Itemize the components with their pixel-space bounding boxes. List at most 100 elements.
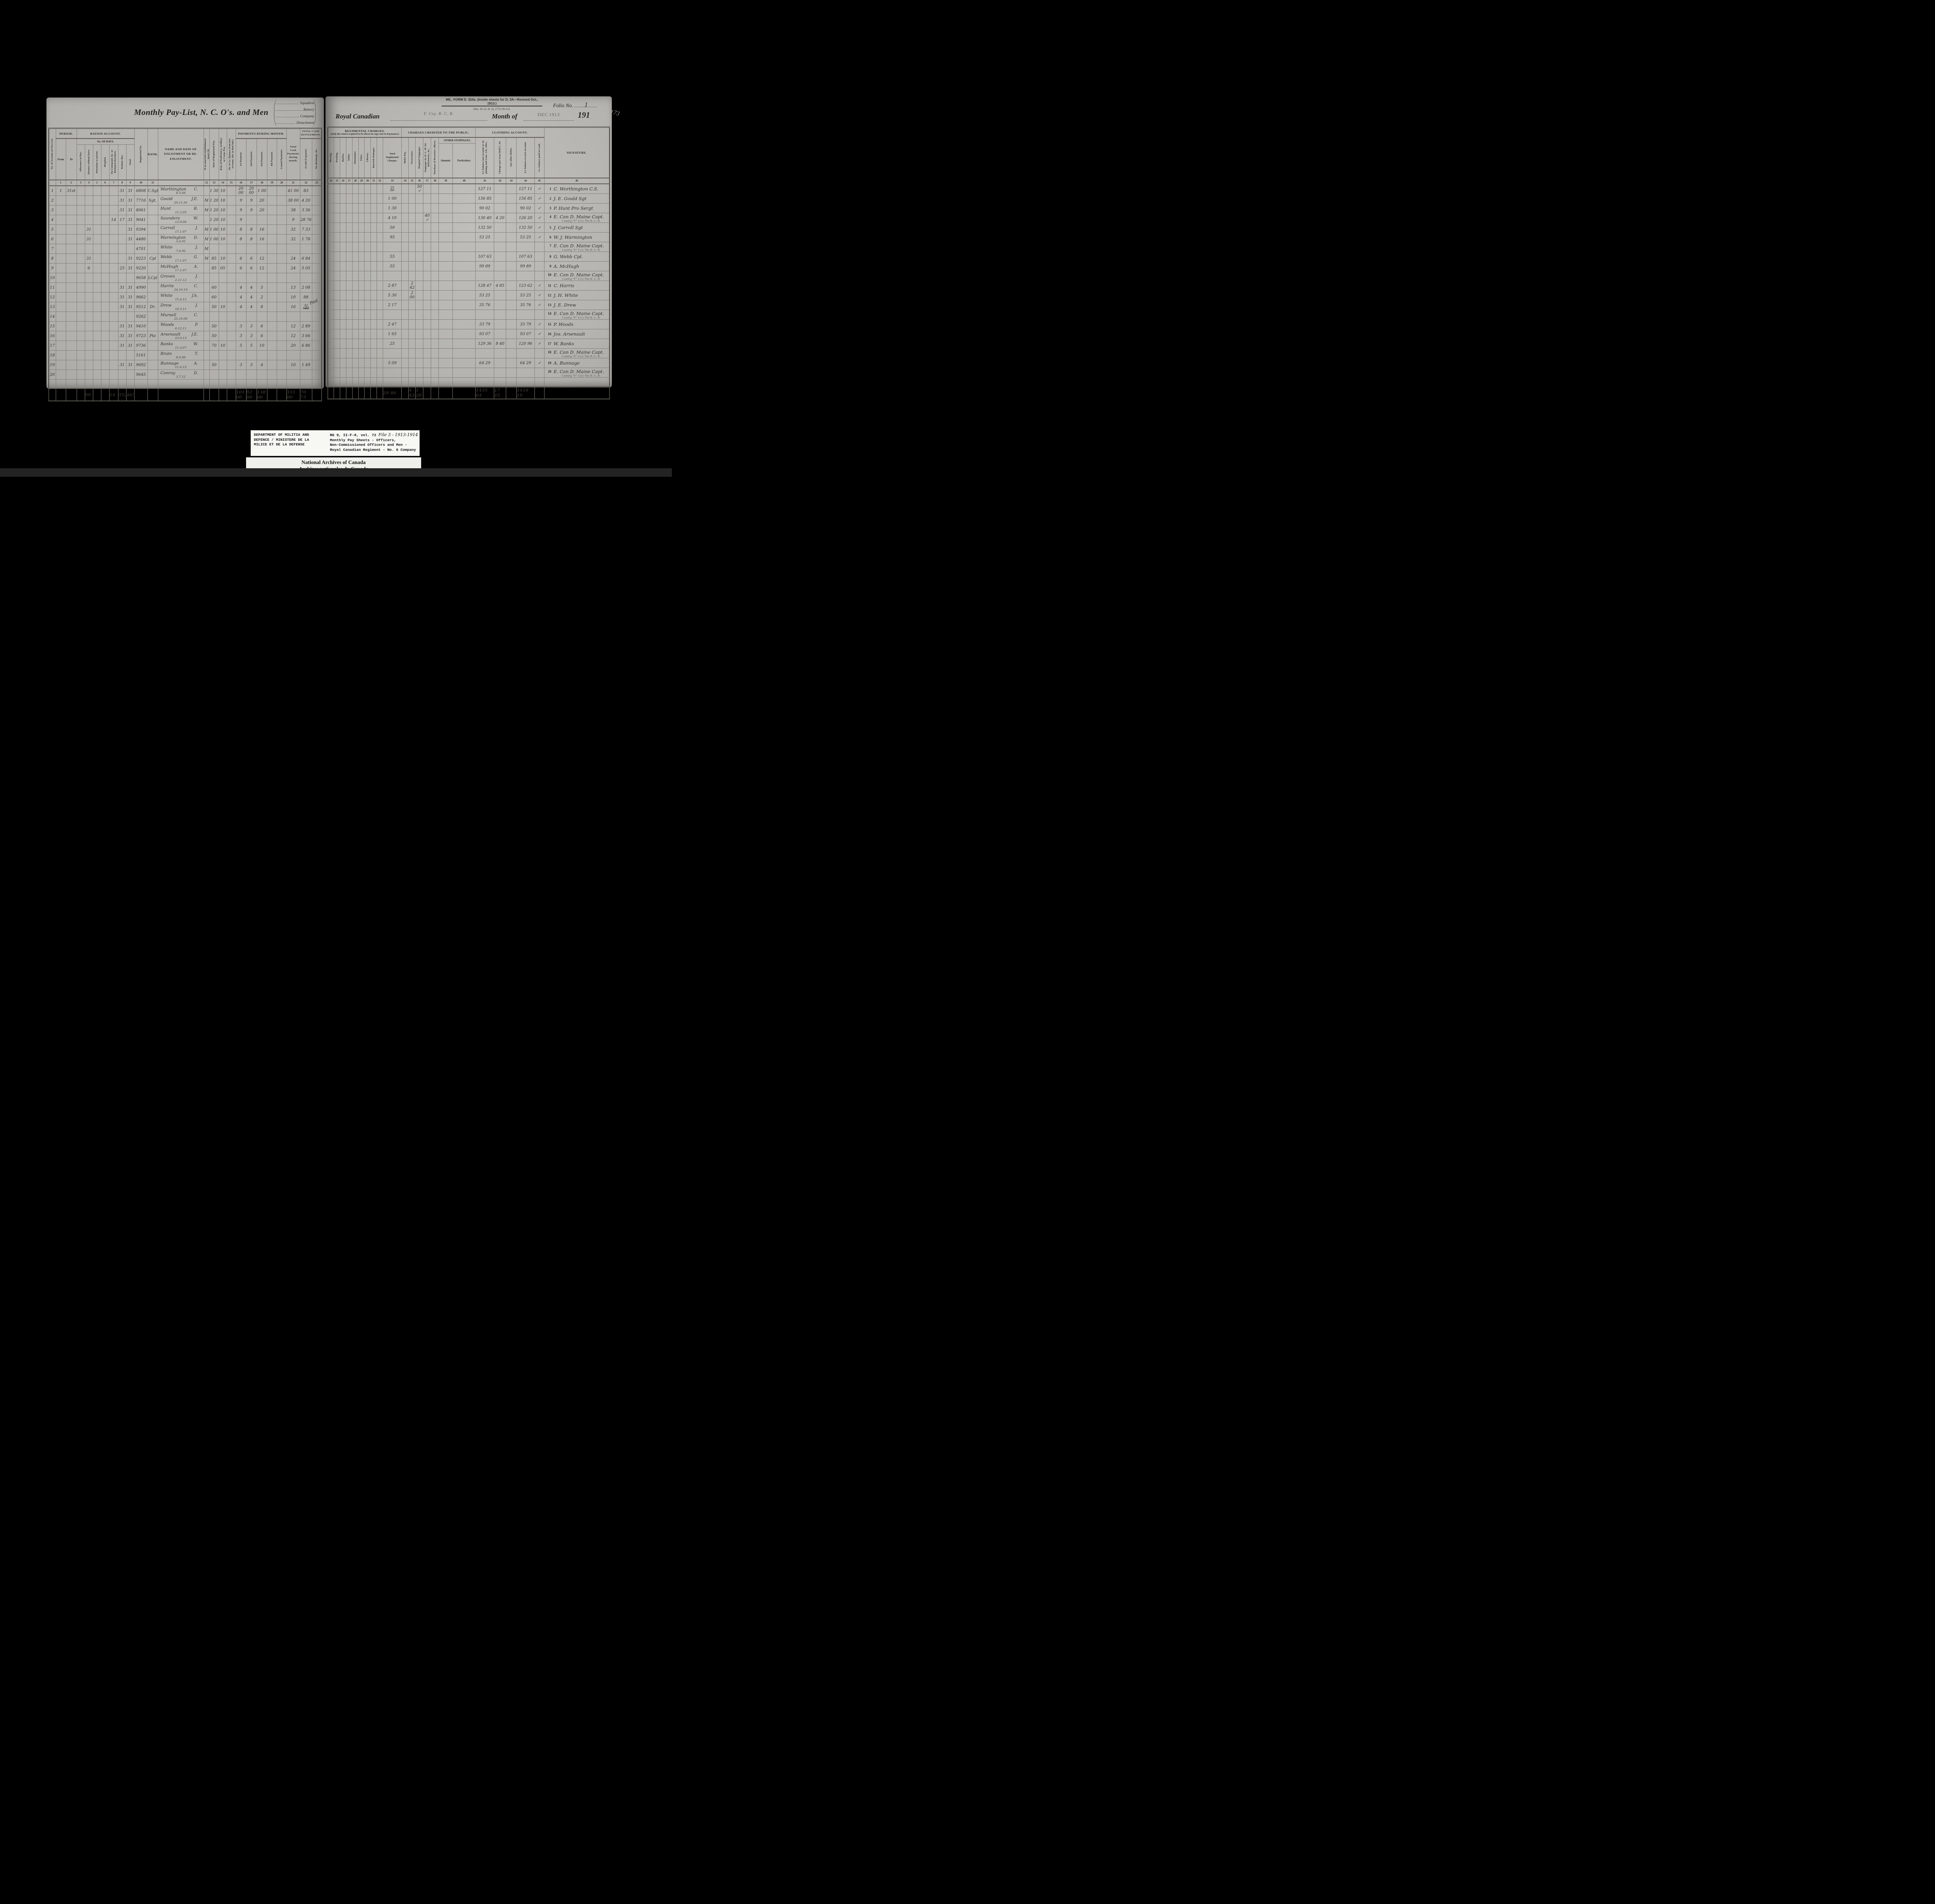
cell-necess: 4 42	[408, 386, 416, 399]
cell-debits	[506, 193, 517, 204]
cell-amount	[438, 377, 453, 387]
cell-m	[203, 185, 210, 196]
cell-name: McHugh A. 17.1.07	[158, 263, 204, 273]
cell-fines	[358, 358, 365, 368]
cell-c32	[377, 213, 383, 223]
cell-barber	[340, 281, 346, 291]
cell-hospst	[415, 223, 424, 233]
cell-cmd	[109, 341, 118, 351]
cell-name: Bunnage A. 11.6.13	[158, 360, 204, 370]
cell-tot21	[286, 312, 300, 322]
cell-necess	[408, 319, 416, 329]
cell-hospst: 1 20	[415, 386, 424, 399]
cell-barber	[340, 232, 346, 242]
col-head-absence: Absence without leave.	[84, 144, 93, 180]
cell-from	[55, 331, 66, 341]
cell-cas	[276, 331, 287, 341]
cell-paidcash	[534, 271, 545, 281]
cell-p1: 6	[235, 263, 247, 273]
cell-shoe	[352, 242, 359, 252]
cell-p2	[246, 379, 257, 389]
col-head-necessaries: Necessaries.	[408, 137, 416, 178]
cell-purch	[431, 290, 439, 300]
cell-from	[55, 195, 66, 205]
cell-amount	[438, 261, 453, 271]
cell-allow	[76, 224, 85, 235]
cell-sig: 16 Jos. Arsenault	[544, 329, 610, 339]
cell-cas	[276, 283, 287, 293]
cell-sig: 1 C. Worthington C.S.	[544, 183, 610, 194]
cell-rank	[147, 244, 158, 254]
cell-reg: 9692	[134, 360, 148, 370]
cell-shoe	[352, 310, 359, 320]
cell-n: 15	[48, 321, 56, 331]
reference-line: Monthly Pay Sheets - Officers,	[330, 438, 396, 442]
cell-dcm	[423, 358, 432, 368]
cell-crnext: 33 79	[516, 319, 535, 329]
signature: E. Can D. Maine Capt.	[553, 310, 604, 316]
cell-det	[92, 283, 101, 293]
cell-prof	[218, 388, 227, 401]
cell-p4	[267, 312, 277, 322]
cell-n: 18	[48, 350, 56, 360]
cell-barber	[340, 319, 346, 329]
cell-cas	[276, 263, 287, 273]
cell-chroll	[493, 242, 507, 252]
cell-c32	[377, 232, 383, 242]
cell-messing	[327, 183, 334, 194]
cell-det	[92, 350, 101, 360]
cell-reg: 9223	[134, 253, 148, 264]
cell-crlast: 107 63	[475, 252, 494, 262]
signature-subline: Comd'g “F” Co'y The R. C. R.	[562, 248, 601, 252]
cell-q22: 2 08	[300, 283, 312, 293]
cell-shoe	[352, 261, 359, 271]
cell-tot21: 32	[286, 224, 300, 235]
signature-row-number: 9	[550, 264, 551, 268]
cell-rank	[147, 360, 158, 370]
cell-cmd	[109, 292, 118, 302]
signature: E. Can D. Maine Capt.	[553, 243, 604, 248]
cell-p2: 4	[246, 292, 257, 302]
cell-totreg: 55	[382, 252, 402, 262]
col-head-amount: Amount.	[438, 143, 453, 178]
cell-rate	[209, 379, 219, 389]
soldier-initials: C.	[194, 187, 198, 192]
cell-rate: 60	[209, 283, 219, 293]
cell-chroll	[493, 203, 507, 213]
col-head-from: From	[55, 138, 66, 180]
cell-partic	[452, 368, 476, 378]
cell-to	[65, 388, 77, 401]
cell-rate	[209, 388, 219, 401]
enlistment-date: 17.1.07	[175, 268, 187, 272]
cell-rank	[147, 205, 158, 215]
cell-cmd	[109, 234, 118, 244]
ledger-row: 25 129 36 8 40 120 96 ✓ 17 W. Banks	[327, 339, 610, 349]
cell-hosp	[101, 195, 110, 205]
cell-totreg: 1 00	[382, 193, 402, 204]
cell-tailor	[346, 203, 353, 213]
cell-library	[364, 213, 371, 223]
enlistment-date: 6.12.11	[175, 326, 187, 330]
enlistment-date: 11.2.03	[175, 210, 187, 214]
cell-library	[364, 232, 371, 242]
cell-tot21: 32	[286, 234, 300, 244]
ledger-row: 14 9262 Mursell C. 25.10.09	[48, 312, 322, 322]
cell-cmd	[109, 224, 118, 235]
cell-from	[55, 273, 66, 283]
soldier-name: Banks	[160, 341, 173, 346]
month-date-line: DEC 1913	[524, 112, 574, 121]
cell-det	[92, 360, 101, 370]
cell-chroll	[493, 329, 507, 339]
soldier-name: White	[160, 293, 173, 298]
cell-to	[65, 244, 77, 254]
cell-hosp	[101, 263, 110, 273]
col-head-paid-in-cash: Cr. balance paid in Cash.	[534, 137, 545, 178]
cell-crlast: 53 25	[475, 232, 494, 242]
cell-barber	[340, 290, 346, 300]
col-head-particulars: Particulars.	[452, 143, 476, 178]
cell-to	[65, 273, 77, 283]
cell-washing	[334, 252, 341, 262]
cell-awl	[84, 312, 93, 322]
col-head-end-of-quarter: At end of quarter.	[300, 138, 312, 180]
cell-necess	[408, 348, 416, 358]
